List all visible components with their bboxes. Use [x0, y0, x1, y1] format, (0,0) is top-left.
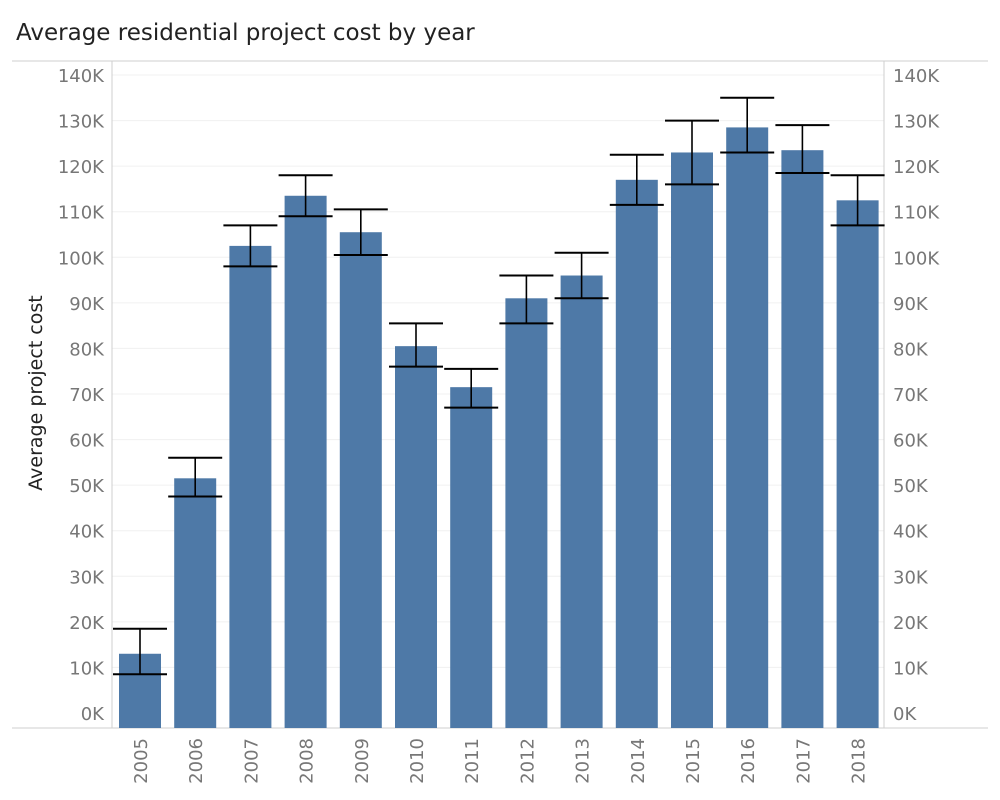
y-tick-label-right: 120K: [893, 157, 940, 178]
x-tick-label: 2007: [241, 738, 262, 784]
x-tick-label: 2015: [683, 738, 704, 784]
error-bar: [609, 153, 664, 206]
x-tick-label: 2010: [407, 738, 428, 784]
bar: [671, 152, 713, 728]
error-bar: [168, 456, 223, 498]
x-axis-ticks: 2005 2006 2007 2008 2009 2010 2011 2012 2013 2014…: [131, 738, 870, 784]
y-tick-label-left: 0K: [81, 704, 105, 725]
y-tick-label-right: 110K: [893, 203, 940, 224]
x-tick-label: 2016: [738, 738, 759, 784]
y-axis-left-ticks: 0K 10K 20K 30K 40K 50K 60K 70K 80K 90K 100K 110K 120…: [58, 66, 105, 725]
x-tick-label: 2012: [517, 738, 538, 784]
y-tick-label-left: 140K: [58, 66, 105, 87]
y-tick-label-right: 100K: [893, 248, 940, 269]
y-tick-label-right: 30K: [893, 567, 929, 588]
x-tick-label: 2018: [849, 738, 870, 784]
bar: [284, 195, 327, 728]
bar: [505, 298, 548, 728]
y-tick-label-left: 50K: [69, 476, 105, 497]
bar: [560, 275, 603, 728]
error-bar: [554, 251, 609, 300]
chart-title: Average residential project cost by year: [16, 20, 475, 46]
error-bar: [720, 96, 775, 154]
x-tick-label: 2013: [573, 738, 594, 784]
y-tick-label-right: 0K: [893, 704, 917, 725]
y-tick-label-right: 90K: [893, 294, 929, 315]
bar: [450, 387, 493, 728]
x-tick-label: 2006: [186, 738, 207, 784]
x-tick-label: 2011: [462, 738, 483, 784]
y-tick-label-left: 30K: [69, 567, 105, 588]
bar: [174, 478, 217, 728]
error-bar: [444, 367, 499, 409]
y-tick-label-left: 40K: [69, 522, 105, 543]
bar: [836, 200, 879, 729]
y-tick-label-left: 70K: [69, 385, 105, 406]
bar: [781, 150, 824, 728]
error-bar: [113, 627, 167, 676]
y-tick-label-left: 100K: [58, 248, 105, 269]
error-bar: [389, 322, 443, 368]
y-tick-label-left: 130K: [58, 112, 105, 133]
bars: [119, 127, 879, 729]
x-tick-label: 2017: [793, 738, 814, 784]
bar: [339, 232, 382, 728]
error-bars: [113, 96, 885, 676]
y-tick-label-right: 70K: [893, 385, 929, 406]
error-bar: [278, 174, 333, 218]
x-tick-label: 2009: [352, 738, 373, 784]
y-tick-label-right: 10K: [893, 658, 929, 679]
y-tick-label-left: 60K: [69, 431, 105, 452]
x-tick-label: 2008: [297, 738, 318, 784]
bar: [726, 127, 769, 728]
y-tick-label-right: 80K: [893, 339, 929, 360]
y-tick-label-left: 120K: [58, 157, 105, 178]
error-bar: [830, 174, 885, 227]
y-tick-label-left: 20K: [69, 613, 105, 634]
y-tick-label-right: 50K: [893, 476, 929, 497]
y-tick-label-left: 80K: [69, 339, 105, 360]
error-bar: [333, 208, 388, 257]
y-axis-right-ticks: 0K 10K 20K 30K 40K 50K 60K 70K 80K 90K 100K 110K 120…: [893, 66, 940, 725]
y-axis-label: Average project cost: [25, 295, 47, 490]
error-bar: [775, 124, 830, 174]
y-tick-label-left: 10K: [69, 658, 105, 679]
bar: [395, 346, 437, 728]
y-tick-label-right: 140K: [893, 66, 940, 87]
y-tick-label-left: 110K: [58, 203, 105, 224]
bar: [615, 179, 658, 729]
x-tick-label: 2005: [131, 738, 152, 784]
bar: [229, 245, 272, 728]
y-tick-label-right: 20K: [893, 613, 929, 634]
y-tick-label-right: 40K: [893, 522, 929, 543]
y-tick-label-right: 130K: [893, 112, 940, 133]
y-tick-label-right: 60K: [893, 431, 929, 452]
x-tick-label: 2014: [628, 738, 649, 784]
error-bar: [665, 119, 719, 186]
error-bar: [223, 224, 278, 268]
y-tick-label-left: 90K: [69, 294, 105, 315]
error-bar: [499, 274, 554, 325]
